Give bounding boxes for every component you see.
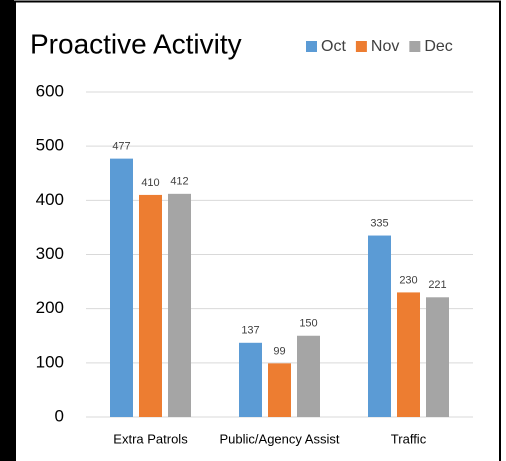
bar xyxy=(139,194,162,417)
data-label: 99 xyxy=(273,345,285,357)
chart-title: Proactive Activity xyxy=(30,28,242,59)
x-tick-label: Public/Agency Assist xyxy=(220,431,340,446)
y-tick-label: 300 xyxy=(36,244,64,263)
data-label: 230 xyxy=(399,274,417,286)
y-tick-label: 500 xyxy=(36,136,64,155)
bar xyxy=(426,297,449,417)
y-tick-label: 600 xyxy=(36,81,64,100)
bar xyxy=(268,363,291,417)
bar xyxy=(239,342,262,417)
frame xyxy=(14,0,501,461)
bar xyxy=(110,158,133,417)
data-label: 150 xyxy=(299,318,317,330)
legend-label: Oct xyxy=(321,38,346,55)
x-tick-label: Traffic xyxy=(391,431,427,446)
bar xyxy=(168,193,191,417)
legend-swatch xyxy=(409,41,421,52)
y-tick-label: 100 xyxy=(36,352,64,371)
left-border xyxy=(0,0,14,461)
legend-label: Dec xyxy=(424,38,452,55)
y-tick-label: 0 xyxy=(55,406,64,425)
legend-swatch xyxy=(355,41,367,52)
x-tick-label: Extra Patrols xyxy=(113,431,188,446)
data-label: 412 xyxy=(170,176,188,188)
data-label: 410 xyxy=(141,177,159,189)
bar xyxy=(397,292,420,417)
data-label: 137 xyxy=(241,325,259,337)
bar xyxy=(368,235,391,417)
bar xyxy=(297,335,320,417)
data-label: 221 xyxy=(428,279,446,291)
legend-label: Nov xyxy=(371,38,399,55)
data-label: 335 xyxy=(370,217,388,229)
legend-swatch xyxy=(306,41,317,52)
y-tick-label: 200 xyxy=(36,298,64,317)
y-tick-label: 400 xyxy=(36,190,64,209)
data-label: 477 xyxy=(112,141,130,153)
